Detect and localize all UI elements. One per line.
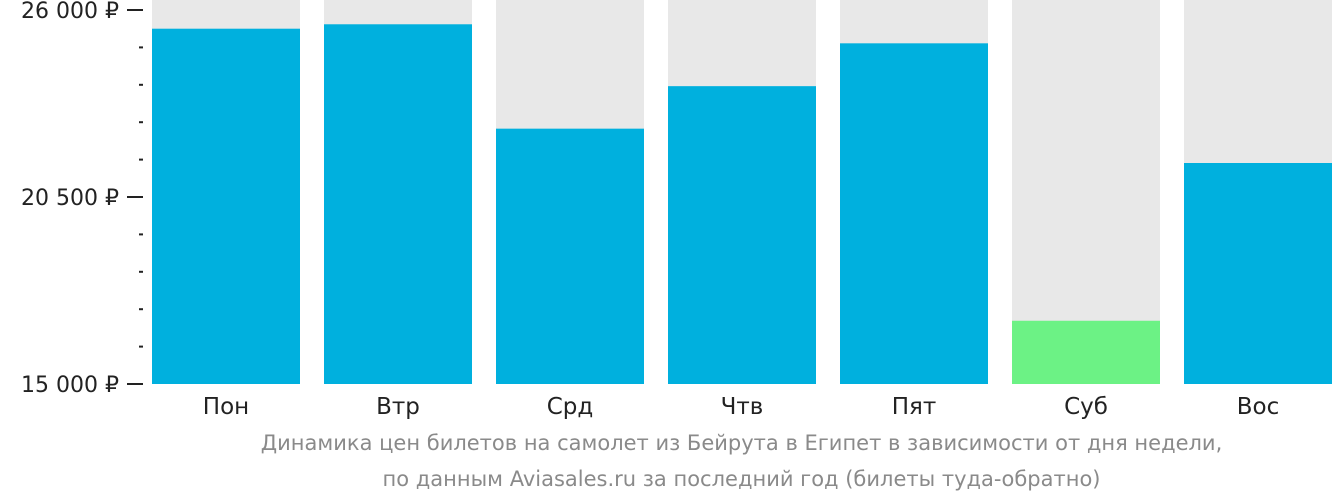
bar-track [1012, 0, 1160, 384]
x-tick-label: Втр [376, 394, 420, 420]
x-tick-label: Срд [547, 394, 594, 420]
x-tick-label: Пон [203, 394, 249, 420]
y-tick-label: 15 000 ₽ [21, 373, 119, 398]
bar [324, 24, 472, 385]
bar [1012, 320, 1160, 384]
y-tick-label: 26 000 ₽ [21, 0, 119, 24]
bar [668, 86, 816, 384]
chart-caption-line-2: по данным Aviasales.ru за последний год … [382, 467, 1101, 491]
bar [1184, 163, 1332, 384]
x-tick-label: Вос [1237, 394, 1280, 420]
x-tick-label: Чтв [721, 394, 764, 420]
bar [840, 43, 988, 384]
chart-caption-line-1: Динамика цен билетов на самолет из Бейру… [260, 431, 1223, 455]
x-tick-label: Пят [892, 394, 937, 420]
y-tick-label: 20 500 ₽ [21, 186, 119, 211]
bar [152, 28, 300, 384]
x-tick-label: Суб [1064, 394, 1108, 420]
bar-chart: Пон Втр Срд Чтв Пят Суб Вос 26 000 ₽ 20 500 ₽ 15 … [21, 0, 1332, 420]
bar [496, 128, 644, 384]
